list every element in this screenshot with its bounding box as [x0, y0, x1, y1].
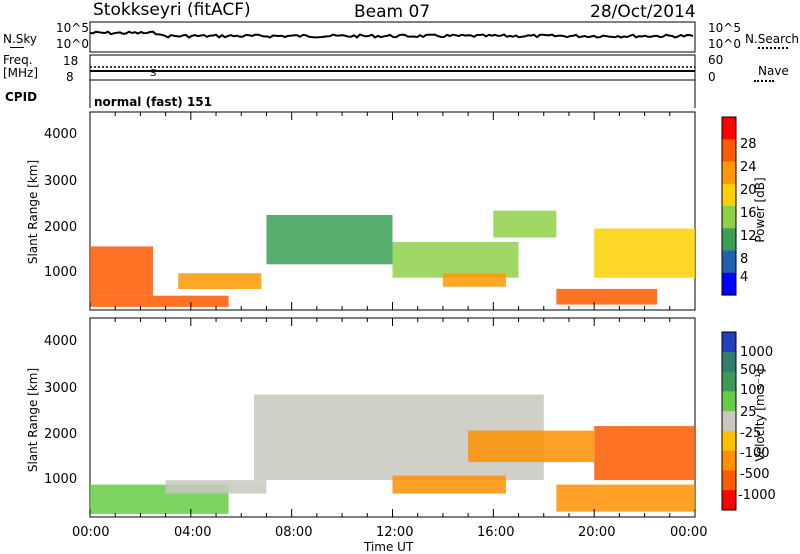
nsky-panel-frame [89, 21, 696, 53]
heatmap-cell [594, 426, 695, 481]
colorbar-swatch [722, 139, 736, 163]
nsearch-tick-bottom: 10^0 [708, 37, 741, 51]
freq-label: Freq. [3, 53, 33, 67]
beam-label: Beam 07 [354, 2, 431, 22]
power-cb-tick: 16 [740, 206, 757, 221]
power-ytick: 1000 [44, 265, 78, 280]
velocity-ytick: 4000 [44, 334, 78, 349]
power-ytick: 4000 [44, 127, 78, 142]
heatmap-cell [468, 430, 595, 463]
colorbar-swatch [722, 391, 736, 412]
date-label: 28/Oct/2014 [590, 2, 696, 22]
velocity-cb-tick: -100 [740, 446, 770, 461]
freq-unit-label: [MHz] [3, 66, 39, 80]
colorbar-swatch [722, 250, 736, 274]
xtick: 00:00 [670, 525, 708, 540]
xtick: 08:00 [275, 525, 313, 540]
velocity-cb-tick: -500 [740, 467, 770, 482]
heatmap-cell [493, 210, 557, 238]
velocity-cb-tick: 1000 [740, 345, 774, 360]
power-cb-tick: 24 [740, 160, 757, 175]
colorbar-swatch [722, 411, 736, 432]
heatmap-cell [90, 295, 229, 307]
heatmap-cell [556, 288, 658, 305]
power-cb-tick: 28 [740, 137, 757, 152]
xtick: 12:00 [376, 525, 414, 540]
power-ytick: 3000 [44, 174, 78, 189]
freq-panel-frame [89, 54, 696, 81]
nsky-tick-top: 10^5 [56, 21, 89, 35]
xtick: 16:00 [477, 525, 515, 540]
colorbar-swatch [722, 351, 736, 373]
heatmap-cell [594, 228, 695, 278]
xtick: 04:00 [174, 525, 212, 540]
colorbar-swatch [722, 272, 736, 296]
velocity-ytick: 1000 [44, 472, 78, 487]
colorbar-swatch [722, 371, 736, 392]
xtick: 00:00 [72, 525, 110, 540]
heatmap-cell [442, 273, 506, 287]
nave-label: Nave [758, 64, 789, 78]
power-marks [90, 210, 695, 307]
nsearch-tick-top: 10^5 [708, 21, 741, 35]
heatmap-cell [266, 215, 393, 265]
colorbar-frame [721, 331, 737, 511]
xlabel: Time UT [364, 540, 414, 554]
heatmap-cell [392, 241, 519, 278]
velocity-axis-ticks [89, 318, 696, 517]
power-cb-tick: 4 [740, 270, 749, 285]
heatmap-cell [556, 484, 695, 512]
velocity-ytick: 3000 [44, 381, 78, 396]
nsky-label: N.Sky [3, 32, 38, 46]
heatmap-cell [90, 246, 153, 296]
colorbar-swatch [722, 206, 736, 229]
velocity-ytick: 2000 [44, 427, 78, 442]
velocity-marks [90, 394, 695, 514]
colorbar-swatch [722, 332, 736, 353]
nave-marker: S [150, 68, 156, 79]
nave-tick-bottom: 0 [708, 70, 716, 84]
power-cb-tick: 12 [740, 229, 757, 244]
station-title: Stokkseyri (fitACF) [93, 0, 251, 20]
heatmap-cell [165, 480, 267, 494]
power-cb-tick: 20 [740, 183, 757, 198]
power-ytick: 2000 [44, 220, 78, 235]
freq-tick-bottom: 8 [66, 70, 74, 84]
heatmap-cell [178, 273, 262, 289]
velocity-cb-tick: 25 [740, 405, 757, 420]
colorbar-swatch [722, 117, 736, 140]
velocity-colorbar [721, 331, 737, 511]
colorbar-swatch [722, 183, 736, 207]
nsearch-legend-line [758, 47, 788, 49]
power-colorbar [721, 116, 737, 296]
nsearch-label: N.Search [745, 32, 800, 46]
nsky-legend-line [10, 47, 24, 48]
cpid-label: CPID [5, 90, 38, 104]
nave-legend-line [754, 80, 774, 82]
power-cb-tick: 8 [740, 252, 749, 267]
colorbar-swatch [722, 228, 736, 252]
velocity-cb-tick: 100 [740, 383, 765, 398]
power-axis-ticks [89, 112, 696, 310]
xtick: 20:00 [578, 525, 616, 540]
velocity-cb-tick: 500 [740, 363, 765, 378]
velocity-cb-tick: -1000 [738, 488, 776, 503]
colorbar-frame [721, 116, 737, 296]
nsky-trace [89, 30, 694, 39]
velocity-cb-tick: -25 [740, 426, 762, 441]
colorbar-swatch [722, 430, 736, 452]
colorbar-swatch [722, 470, 736, 491]
colorbar-swatch [722, 450, 736, 471]
colorbar-swatch [722, 490, 736, 511]
cpid-value: normal (fast) 151 [94, 95, 212, 109]
freq-tick-top: 18 [63, 54, 79, 68]
colorbar-swatch [722, 161, 736, 185]
nsky-tick-bottom: 10^0 [56, 37, 89, 51]
nave-tick-top: 60 [708, 53, 724, 67]
heatmap-cell [392, 475, 506, 494]
